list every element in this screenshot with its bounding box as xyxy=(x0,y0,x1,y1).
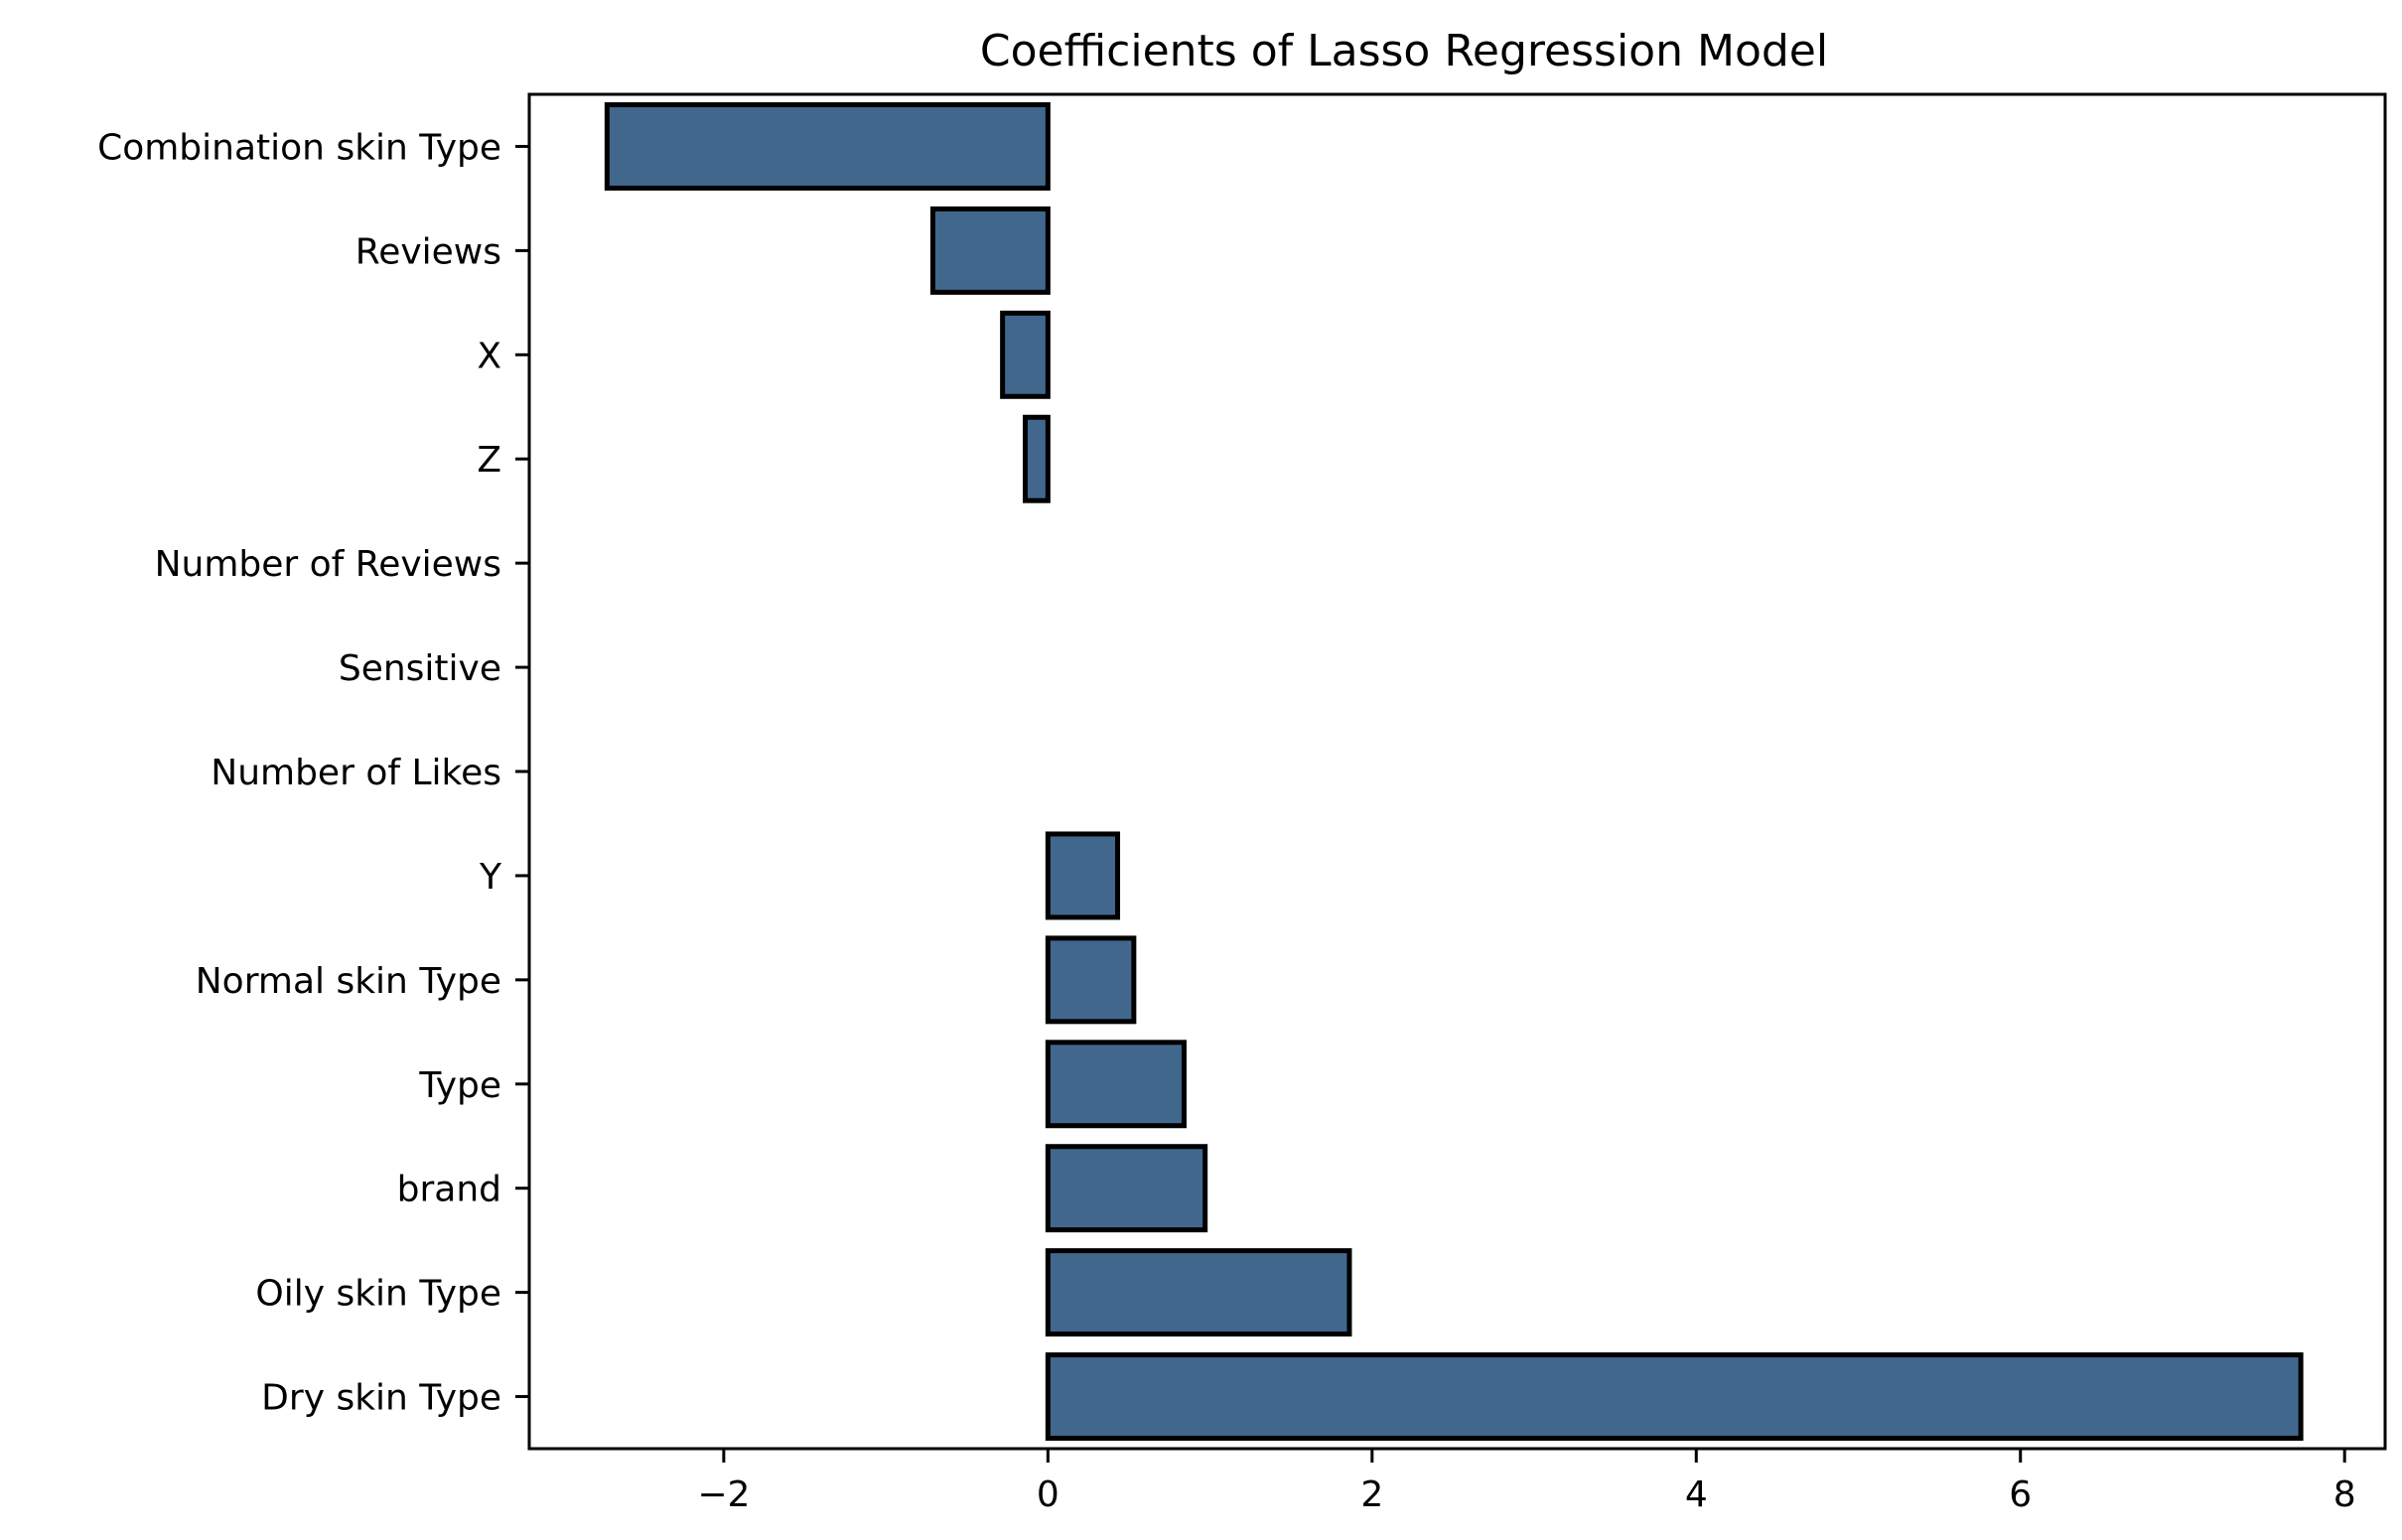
bar xyxy=(1045,1040,1187,1129)
bar xyxy=(1045,1352,2304,1442)
x-tick-label: 6 xyxy=(2009,1474,2032,1515)
y-tick-label: Y xyxy=(479,857,502,898)
plot-area-frame xyxy=(527,92,2387,1451)
y-tick-label: Oily skin Type xyxy=(255,1274,501,1315)
y-tick-label: Type xyxy=(418,1065,501,1106)
x-tick-label: 2 xyxy=(1360,1474,1383,1515)
bar xyxy=(1045,935,1137,1025)
x-ticks: −2 0 2 4 6 8 xyxy=(697,1449,2356,1515)
bar xyxy=(1022,414,1051,503)
y-tick-label: Dry skin Type xyxy=(261,1378,501,1419)
y-tick-label: Z xyxy=(477,440,501,481)
y-tick-label: Number of Reviews xyxy=(155,544,501,585)
x-tick-label: −2 xyxy=(697,1474,750,1515)
bars-group xyxy=(604,101,2304,1442)
x-tick-label: 0 xyxy=(1037,1474,1060,1515)
y-tick-label: X xyxy=(477,336,501,376)
y-tick-label: Number of Likes xyxy=(211,753,501,793)
y-tick-label: Combination skin Type xyxy=(97,127,501,168)
y-tick-label: Normal skin Type xyxy=(196,961,501,1002)
y-tick-labels: Combination skin Type Reviews X Z Number of … xyxy=(97,127,529,1419)
y-tick-label: brand xyxy=(397,1170,501,1210)
x-tick-label: 4 xyxy=(1685,1474,1708,1515)
x-tick-label: 8 xyxy=(2333,1474,2356,1515)
bar xyxy=(1045,1248,1352,1337)
bar xyxy=(1000,310,1051,399)
bar xyxy=(1045,831,1121,920)
bar xyxy=(1045,1144,1208,1233)
chart-title: Coefficients of Lasso Regression Model xyxy=(980,26,1828,76)
y-tick-label: Reviews xyxy=(355,231,501,272)
y-tick-label: Sensitive xyxy=(339,648,501,689)
bar xyxy=(929,206,1051,295)
bar xyxy=(604,101,1051,191)
